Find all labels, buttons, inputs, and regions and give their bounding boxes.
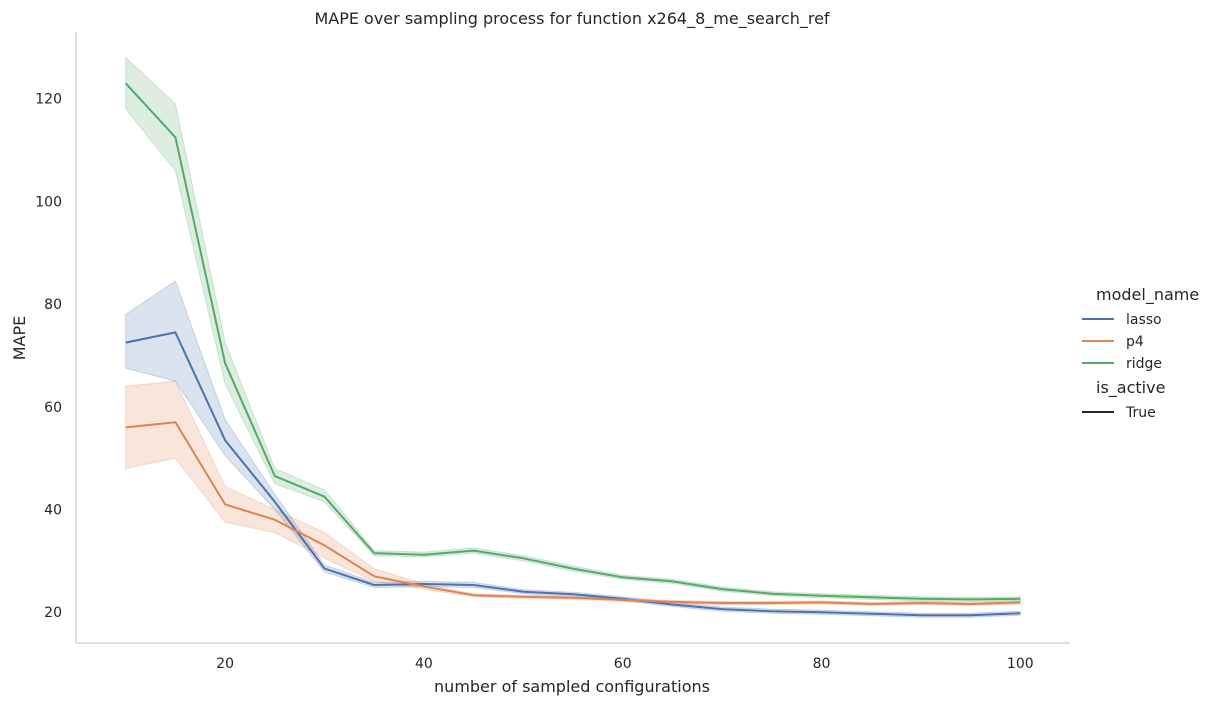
y-tick-label: 120 [35, 92, 62, 108]
plot-area [124, 56, 1021, 618]
chart-title: MAPE over sampling process for function … [314, 9, 829, 29]
confidence-band-ridge [125, 56, 1021, 602]
legend-label-style: True [1125, 405, 1156, 421]
legend-hue-title: model_name [1096, 285, 1199, 305]
legend-style-entries: True [1082, 405, 1156, 421]
y-tick-label: 60 [44, 400, 62, 416]
x-tick-label: 60 [614, 656, 632, 672]
x-tick-label: 80 [813, 656, 831, 672]
x-axis-label: number of sampled configurations [434, 677, 710, 696]
y-tick-label: 20 [44, 605, 62, 621]
x-tick-label: 20 [216, 656, 234, 672]
confidence-bands [125, 56, 1021, 618]
y-tick-label: 100 [35, 194, 62, 210]
x-tick-label: 100 [1007, 656, 1034, 672]
y-axis-ticks: 20 40 60 80 100 120 [35, 92, 62, 621]
legend-label-lasso: lasso [1126, 312, 1162, 328]
legend-label-p4: p4 [1126, 334, 1144, 350]
legend-style-title: is_active [1096, 378, 1165, 398]
y-axis-label: MAPE [10, 316, 29, 361]
legend-hue-entries: lasso p4 ridge [1082, 312, 1162, 372]
x-tick-label: 40 [415, 656, 433, 672]
x-axis-ticks: 20 40 60 80 100 [216, 656, 1033, 672]
series-line-ridge [124, 82, 1021, 601]
y-tick-label: 80 [44, 297, 62, 313]
series-lines [124, 82, 1021, 617]
y-tick-label: 40 [44, 503, 62, 519]
legend-label-ridge: ridge [1126, 356, 1162, 372]
confidence-band-lasso [125, 280, 1021, 618]
legend: model_name lasso p4 ridge is_active True [1082, 285, 1199, 421]
series-line-lasso [125, 331, 1021, 617]
series-line-p4 [125, 421, 1021, 605]
